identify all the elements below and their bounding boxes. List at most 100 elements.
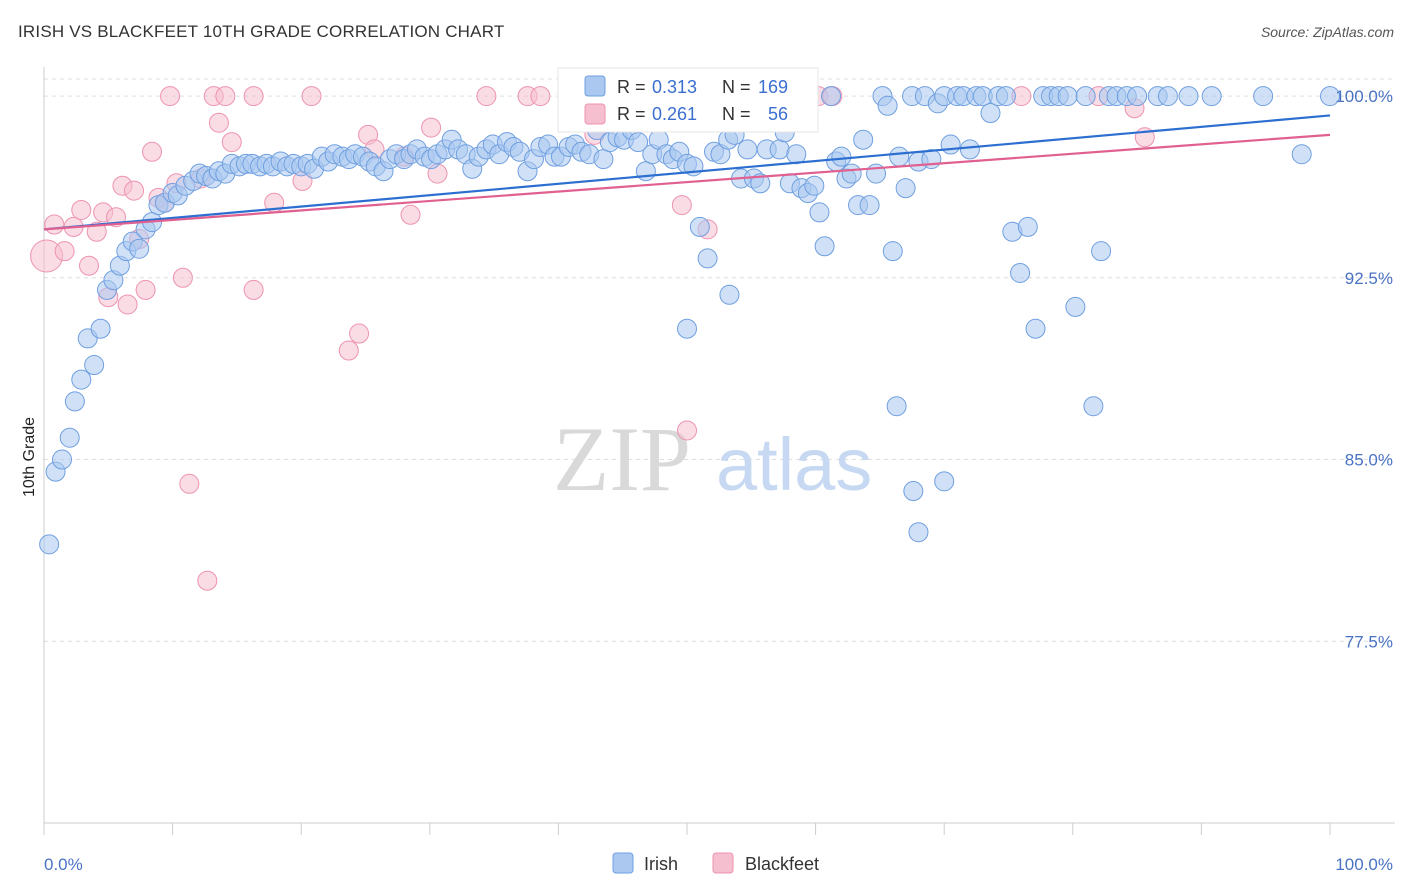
blackfeet-swatch [584, 103, 606, 125]
watermark-zip: ZIP [553, 408, 691, 510]
irish-point [940, 134, 961, 155]
irish-point [719, 284, 740, 305]
blackfeet-point [86, 221, 107, 242]
irish-point [750, 173, 771, 194]
blackfeet-points [30, 86, 1155, 591]
blackfeet-point [135, 279, 156, 300]
blackfeet-point [117, 294, 138, 315]
irish-point [737, 139, 758, 160]
irish-point [1157, 86, 1178, 107]
trend-lines [43, 114, 1331, 231]
blackfeet-point [530, 86, 551, 107]
blackfeet-point [79, 255, 100, 276]
irish-point [1010, 262, 1031, 283]
irish-point [1253, 86, 1274, 107]
y-tick-label: 100.0% [1335, 87, 1393, 106]
blackfeet-point [208, 112, 229, 133]
irish-point [995, 86, 1016, 107]
irish-point [821, 86, 842, 107]
irish-point [1127, 86, 1148, 107]
irish-swatch [584, 75, 606, 97]
irish-point [1201, 86, 1222, 107]
blackfeet-r-label: R = [617, 104, 646, 124]
irish-point [804, 175, 825, 196]
irish-point [64, 391, 85, 412]
legend-irish-swatch [612, 852, 634, 874]
irish-point [1083, 396, 1104, 417]
irish-point [1017, 216, 1038, 237]
irish-point [71, 369, 92, 390]
blackfeet-point [338, 340, 359, 361]
y-tick-label: 92.5% [1345, 269, 1393, 288]
irish-point [689, 216, 710, 237]
irish-point [90, 318, 111, 339]
series-legend: Irish Blackfeet [612, 852, 819, 874]
irish-n-label: N = [722, 77, 751, 97]
irish-point [1178, 86, 1199, 107]
irish-point [895, 178, 916, 199]
irish-point [786, 144, 807, 165]
blackfeet-r-value: 0.261 [652, 104, 697, 124]
blackfeet-trend-line [43, 133, 1331, 231]
irish-r-label: R = [617, 77, 646, 97]
blackfeet-point [221, 132, 242, 153]
blackfeet-point [671, 195, 692, 216]
irish-point [1025, 318, 1046, 339]
irish-point [831, 146, 852, 167]
irish-point [593, 149, 614, 170]
blackfeet-point [476, 86, 497, 107]
blackfeet-point [54, 241, 75, 262]
irish-point [903, 481, 924, 502]
x-tick-label: 100.0% [1335, 855, 1393, 874]
blackfeet-point [349, 323, 370, 344]
blackfeet-point [400, 204, 421, 225]
chart-title: IRISH VS BLACKFEET 10TH GRADE CORRELATIO… [18, 22, 505, 41]
irish-point [889, 146, 910, 167]
irish-point [1075, 86, 1096, 107]
irish-trend-line [43, 114, 1331, 231]
blackfeet-point [243, 86, 264, 107]
irish-point [877, 95, 898, 116]
irish-point [886, 396, 907, 417]
irish-point [934, 471, 955, 492]
blackfeet-point [197, 570, 218, 591]
irish-point [980, 103, 1001, 124]
blackfeet-point [172, 267, 193, 288]
irish-point [1320, 86, 1340, 107]
legend-irish-label: Irish [644, 854, 678, 874]
irish-point [908, 522, 929, 543]
blackfeet-point [71, 199, 92, 220]
irish-point [84, 355, 105, 376]
blackfeet-point [142, 141, 163, 162]
axes [43, 67, 1395, 835]
blackfeet-point [124, 180, 145, 201]
irish-point [39, 534, 60, 555]
y-axis-label: 10th Grade [21, 417, 38, 497]
irish-point [697, 248, 718, 269]
irish-point [1057, 86, 1078, 107]
x-tick-label: 0.0% [44, 855, 83, 874]
blackfeet-point [44, 214, 65, 235]
blackfeet-point [160, 86, 181, 107]
irish-n-value: 169 [758, 77, 788, 97]
source-note: Source: ZipAtlas.com [1260, 24, 1394, 40]
irish-point [59, 427, 80, 448]
blackfeet-point [301, 86, 322, 107]
irish-point [859, 195, 880, 216]
irish-point [853, 129, 874, 150]
irish-point [814, 236, 835, 257]
irish-point [52, 449, 73, 470]
blackfeet-point [243, 279, 264, 300]
irish-point [1091, 241, 1112, 262]
blackfeet-n-value: 56 [768, 104, 788, 124]
zipatlas-watermark: ZIP atlas [553, 408, 872, 510]
irish-point [1291, 144, 1312, 165]
irish-point [129, 238, 150, 259]
irish-point [635, 161, 656, 182]
y-tick-label: 85.0% [1345, 451, 1393, 470]
y-tick-label: 77.5% [1345, 632, 1393, 651]
irish-point [1065, 296, 1086, 317]
x-tick-labels: 0.0% 100.0% [44, 855, 1393, 874]
blackfeet-point [421, 117, 442, 138]
irish-point [677, 318, 697, 339]
